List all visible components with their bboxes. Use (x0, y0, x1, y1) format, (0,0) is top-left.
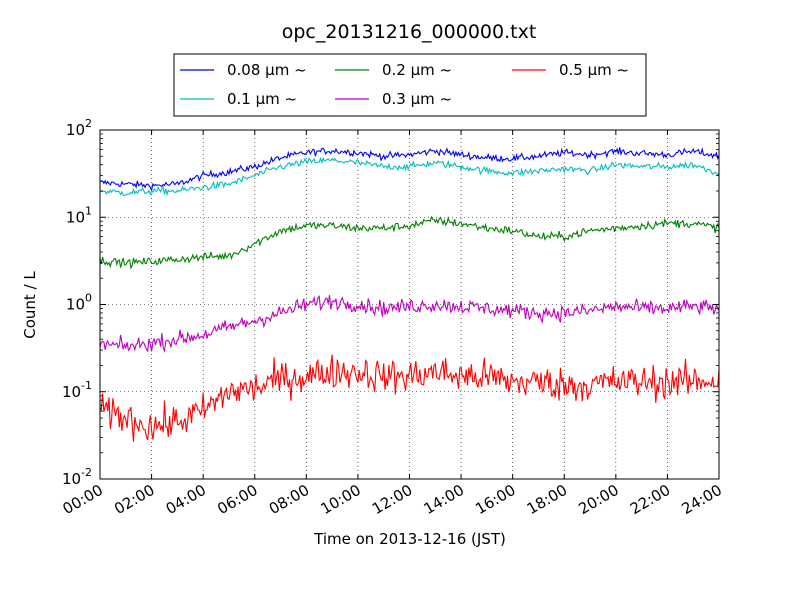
x-axis-label: Time on 2013-12-16 (JST) (313, 530, 506, 548)
series-line (99, 156, 720, 197)
x-tick-label: 08:00 (266, 481, 312, 518)
series-line (99, 215, 720, 270)
x-tick-label: 12:00 (369, 481, 415, 518)
y-tick-labels: 102 101 100 10-1 10-2 (62, 117, 92, 488)
x-tick-label: 10:00 (317, 481, 363, 518)
series-line (99, 354, 720, 442)
x-tick-label: 04:00 (163, 481, 209, 518)
legend-label: 0.3 μm ~ (382, 90, 452, 108)
x-tick-label: 24:00 (679, 481, 725, 518)
legend: 0.08 μm ~ 0.1 μm ~ 0.2 μm ~ 0.3 μm ~ 0.5 μm … (173, 53, 647, 117)
y-tick-label: 102 (66, 117, 92, 139)
x-tick-label: 16:00 (472, 481, 518, 518)
legend-box (173, 53, 647, 117)
x-tick-label: 14:00 (421, 481, 467, 518)
x-tick-label: 20:00 (575, 481, 621, 518)
x-tick-label: 22:00 (627, 481, 673, 518)
legend-label: 0.08 μm ~ (227, 61, 307, 79)
x-tick-label: 18:00 (524, 481, 570, 518)
axis-ticks (99, 129, 720, 480)
x-tick-label: 02:00 (111, 481, 157, 518)
series-line (99, 147, 720, 192)
y-tick-label: 10-2 (62, 466, 92, 488)
legend-label: 0.1 μm ~ (227, 90, 297, 108)
chart-title: opc_20131216_000000.txt (282, 21, 537, 43)
legend-label: 0.2 μm ~ (382, 61, 452, 79)
series-line (99, 295, 720, 353)
x-tick-label: 06:00 (214, 481, 260, 518)
y-tick-label: 101 (66, 204, 92, 226)
legend-label: 0.5 μm ~ (559, 61, 629, 79)
y-tick-label: 100 (66, 292, 92, 314)
y-tick-label: 10-1 (62, 379, 92, 401)
series-lines (99, 147, 720, 442)
y-axis-label: Count / L (21, 271, 39, 339)
x-tick-labels: 00:00 02:00 04:00 06:00 08:00 10:00 12:00 14:00… (60, 481, 725, 518)
